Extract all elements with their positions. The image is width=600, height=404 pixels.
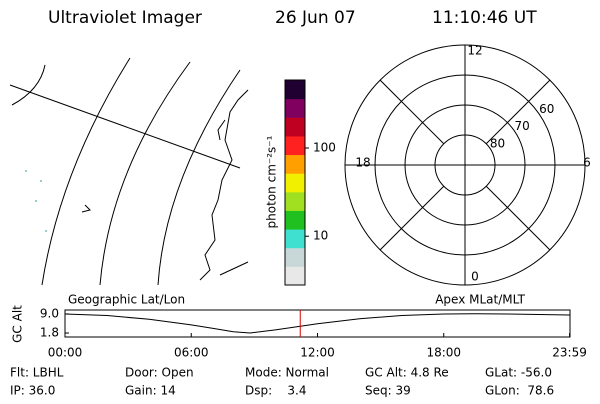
status-field: GC Alt: 4.8 Re <box>365 366 449 380</box>
time-tick-label: 00:00 <box>48 346 83 360</box>
alt-tick-label: 9.0 <box>40 306 59 320</box>
mlt-label: 12 <box>467 44 482 58</box>
status-field: Door: Open <box>125 366 194 380</box>
diag-line <box>379 185 445 251</box>
status-field: IP: 36.0 <box>10 384 55 398</box>
instrument: Ultraviolet Imager <box>48 8 202 28</box>
color-band <box>285 191 305 211</box>
time: 11:10:46 UT <box>432 8 537 28</box>
color-band <box>285 117 305 137</box>
color-band <box>285 80 305 100</box>
mlt-label: 6 <box>583 156 591 170</box>
colorbar-frame <box>284 79 306 286</box>
status-field: GLon: 78.6 <box>485 384 554 398</box>
color-band <box>285 98 305 118</box>
mlt-label: 0 <box>471 270 479 284</box>
color-band <box>285 247 305 267</box>
status-field: Dsp: 3.4 <box>245 384 307 398</box>
polar-label: Apex MLat/MLT <box>435 293 525 307</box>
time-tick-label: 23:59 <box>552 346 587 360</box>
status-field: Gain: 14 <box>125 384 176 398</box>
diag-line <box>485 79 551 145</box>
lat-label: 60 <box>539 102 554 116</box>
map-label: Geographic Lat/Lon <box>68 293 185 307</box>
alt-tick-label: 1.8 <box>40 326 59 340</box>
map-lines <box>9 57 249 286</box>
status-field: Mode: Normal <box>245 366 329 380</box>
alt-curve <box>64 313 570 334</box>
colorbar-label: photon cm⁻²s⁻¹ <box>265 135 279 228</box>
date: 26 Jun 07 <box>275 8 356 28</box>
lat-label: 70 <box>515 119 530 133</box>
time-tick-label: 06:00 <box>174 346 209 360</box>
diag-line <box>379 79 445 145</box>
status-field: Seq: 39 <box>365 384 411 398</box>
color-band <box>285 173 305 193</box>
status-field: GLat: -56.0 <box>485 366 552 380</box>
color-band <box>285 210 305 230</box>
mlt-label: 18 <box>355 156 370 170</box>
time-tick-label: 12:00 <box>300 346 335 360</box>
colorbar-tick-label: 10 <box>313 229 328 243</box>
color-band <box>285 135 305 156</box>
color-band <box>285 266 305 286</box>
status-field: Flt: LBHL <box>10 366 64 380</box>
colorbar-tick-label: 100 <box>313 141 336 155</box>
color-band <box>285 154 305 174</box>
alt-label: GC Alt <box>11 305 25 343</box>
time-tick-label: 18:00 <box>426 346 461 360</box>
lat-label: 80 <box>490 136 505 150</box>
map-specks <box>25 170 47 232</box>
diag-line <box>485 185 551 251</box>
color-band <box>285 229 305 249</box>
